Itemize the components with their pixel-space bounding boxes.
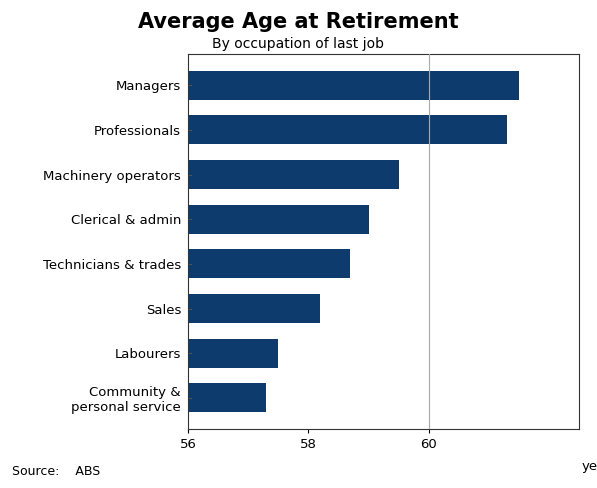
Text: years: years [582, 460, 597, 472]
Text: By occupation of last job: By occupation of last job [213, 37, 384, 51]
Text: Source:    ABS: Source: ABS [12, 465, 100, 478]
Bar [188, 294, 321, 323]
Text: Average Age at Retirement: Average Age at Retirement [138, 12, 459, 32]
Bar [188, 160, 399, 189]
Bar [188, 339, 278, 367]
Bar [188, 116, 507, 144]
Bar [188, 205, 368, 234]
Bar [188, 384, 266, 412]
Bar [188, 249, 350, 278]
Bar [188, 71, 519, 100]
